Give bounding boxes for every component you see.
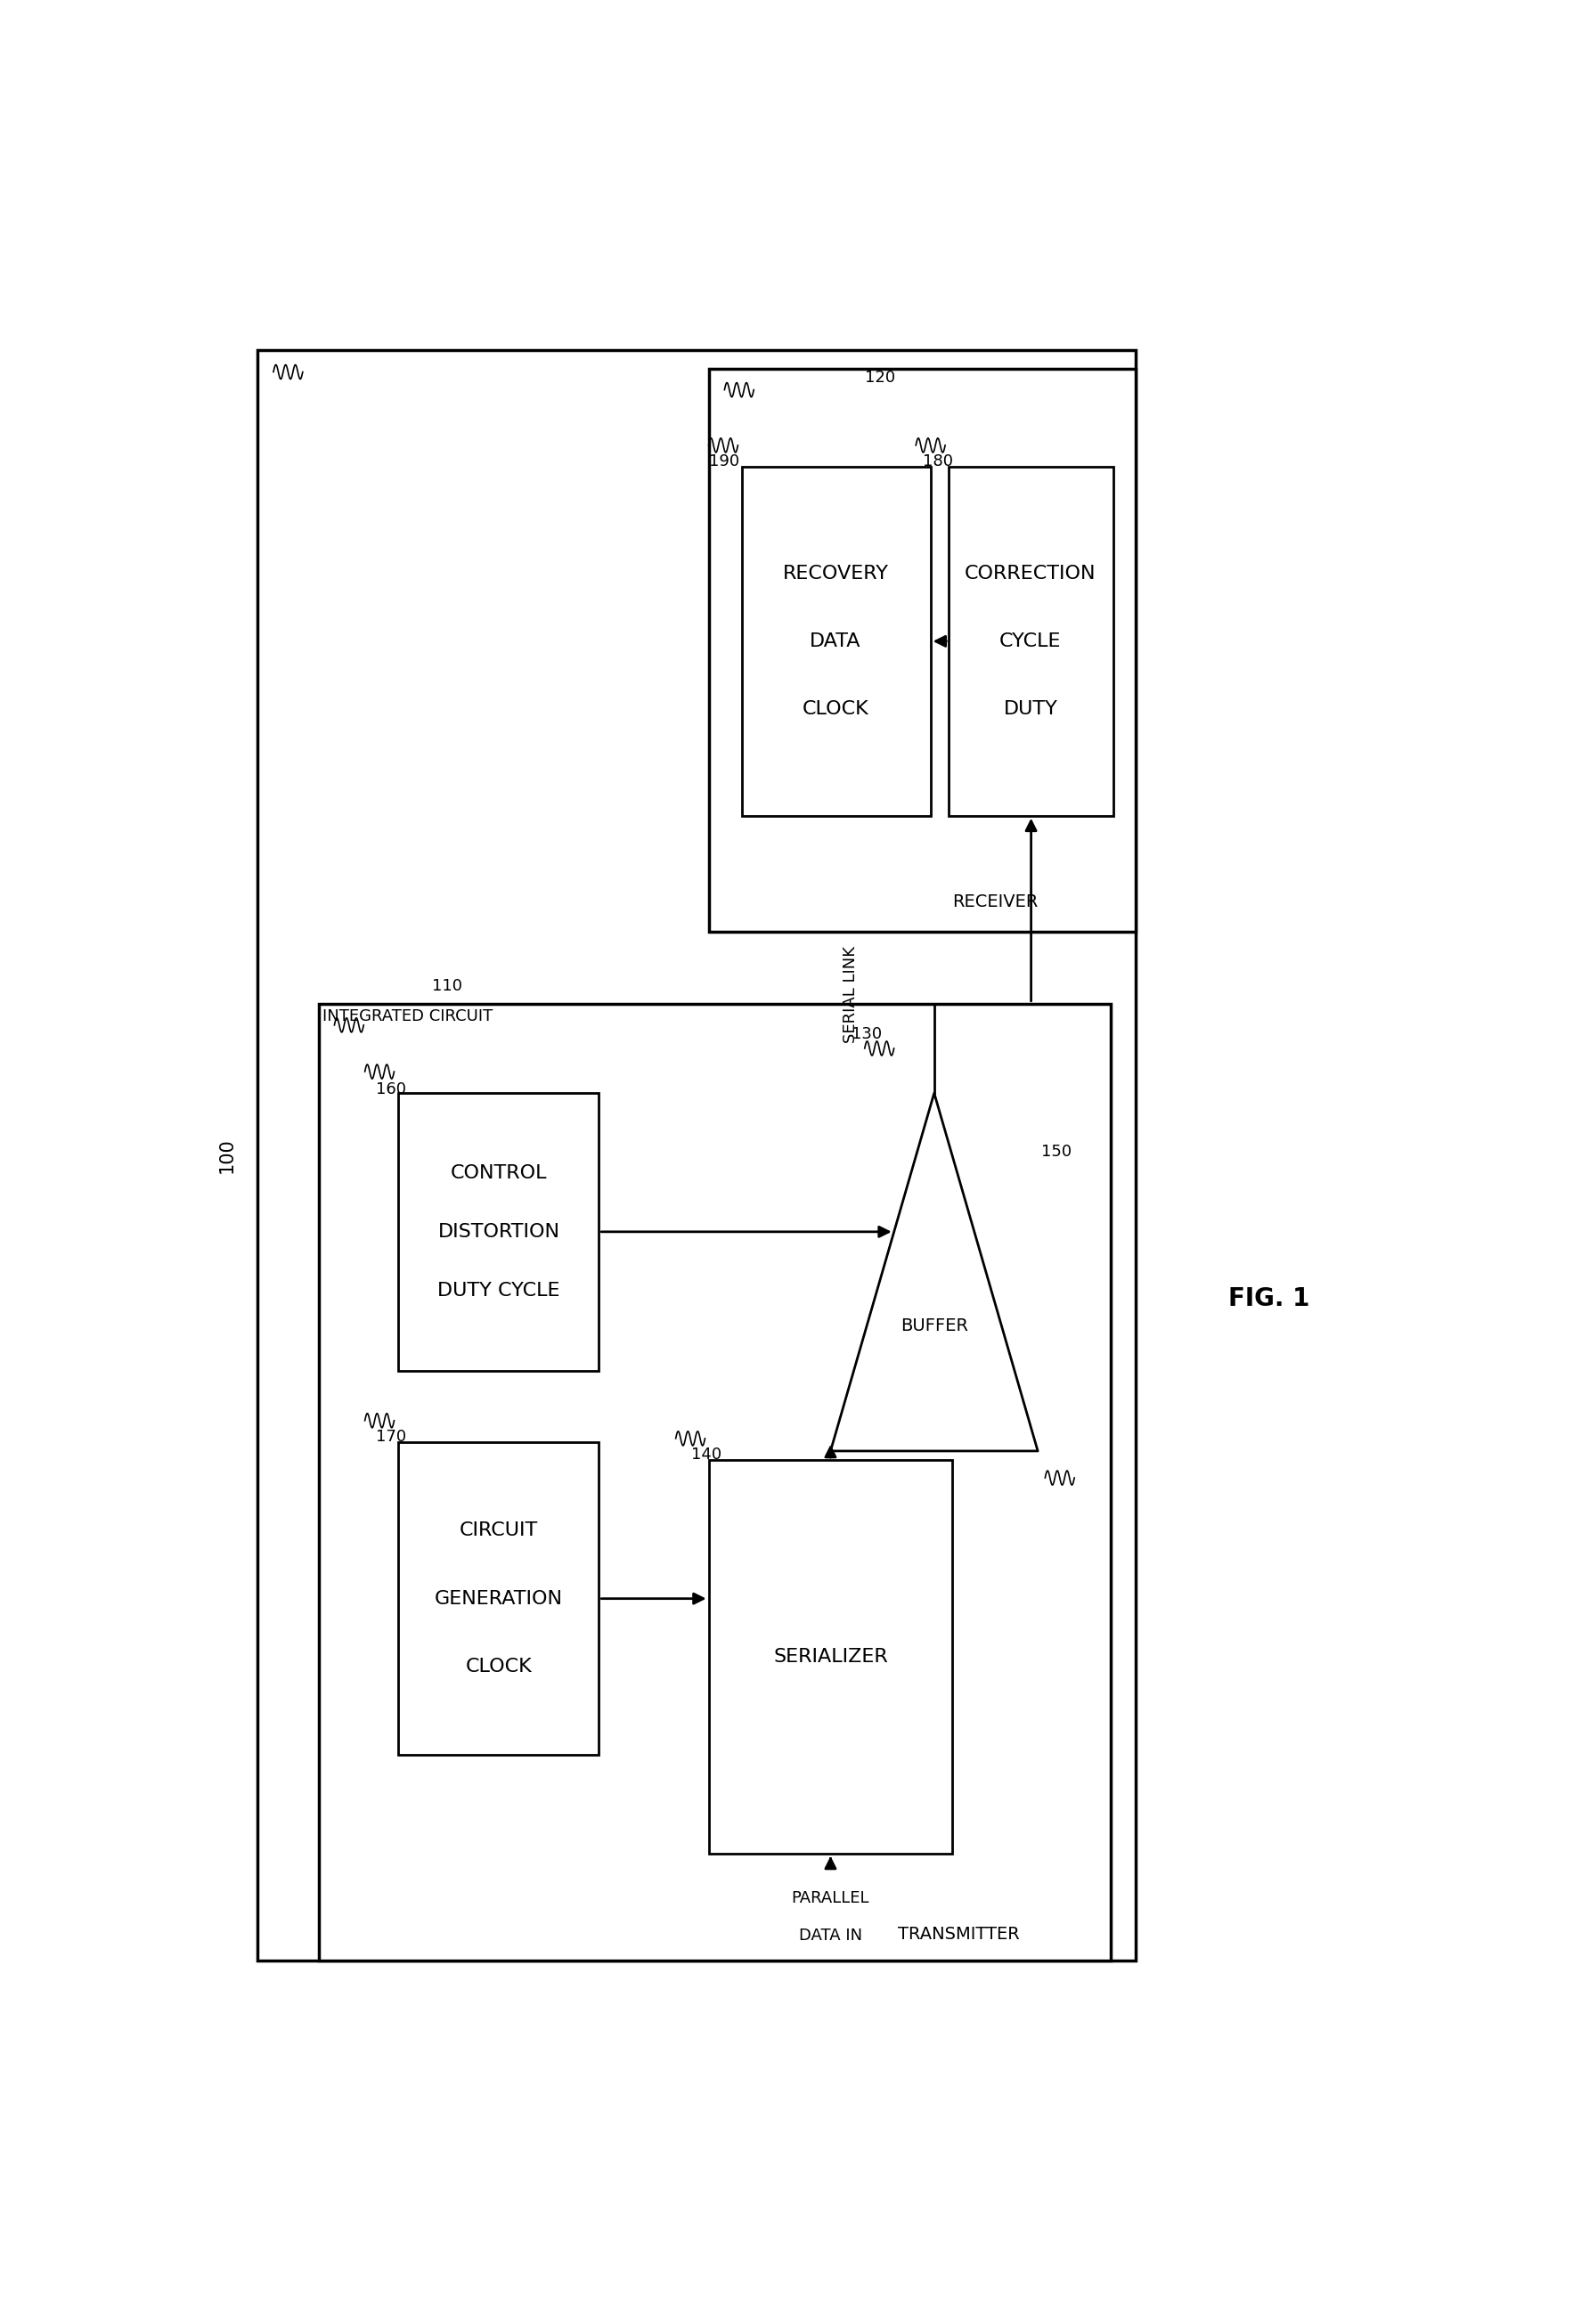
Text: CLOCK: CLOCK <box>466 1657 532 1676</box>
Text: 170: 170 <box>376 1429 406 1446</box>
Text: BUFFER: BUFFER <box>900 1318 967 1334</box>
Text: 100: 100 <box>219 1139 236 1174</box>
Text: CORRECTION: CORRECTION <box>964 565 1096 581</box>
Text: DATA IN: DATA IN <box>799 1929 862 1943</box>
Bar <box>398 1092 599 1371</box>
Text: 160: 160 <box>376 1081 406 1097</box>
Text: 140: 140 <box>692 1446 722 1462</box>
Polygon shape <box>831 1092 1038 1450</box>
Bar <box>708 1459 953 1855</box>
Text: RECEIVER: RECEIVER <box>952 892 1038 911</box>
Bar <box>258 351 1136 1961</box>
Text: 130: 130 <box>851 1025 881 1041</box>
Bar <box>708 367 1136 932</box>
Text: TRANSMITTER: TRANSMITTER <box>898 1927 1019 1943</box>
Text: DUTY CYCLE: DUTY CYCLE <box>437 1283 560 1299</box>
Text: CLOCK: CLOCK <box>802 700 868 718</box>
Text: 120: 120 <box>865 370 895 386</box>
Bar <box>398 1441 599 1755</box>
Text: CONTROL: CONTROL <box>450 1164 547 1181</box>
Text: DUTY: DUTY <box>1004 700 1057 718</box>
Text: DATA: DATA <box>810 632 860 651</box>
Text: 150: 150 <box>1041 1143 1071 1160</box>
Text: 180: 180 <box>923 453 953 469</box>
Text: FIG. 1: FIG. 1 <box>1229 1287 1310 1311</box>
Bar <box>949 467 1114 816</box>
Text: RECOVERY: RECOVERY <box>782 565 889 581</box>
Text: GENERATION: GENERATION <box>434 1590 563 1608</box>
Text: 190: 190 <box>708 453 739 469</box>
Text: SERIAL LINK: SERIAL LINK <box>843 946 859 1043</box>
Text: CYCLE: CYCLE <box>999 632 1062 651</box>
Text: INTEGRATED CIRCUIT: INTEGRATED CIRCUIT <box>322 1009 492 1025</box>
Text: CIRCUIT: CIRCUIT <box>459 1522 538 1538</box>
Text: 110: 110 <box>433 978 462 995</box>
Bar <box>741 467 931 816</box>
Text: DISTORTION: DISTORTION <box>437 1222 560 1241</box>
Text: SERIALIZER: SERIALIZER <box>774 1648 887 1666</box>
Bar <box>318 1004 1111 1961</box>
Text: PARALLEL: PARALLEL <box>791 1889 870 1906</box>
